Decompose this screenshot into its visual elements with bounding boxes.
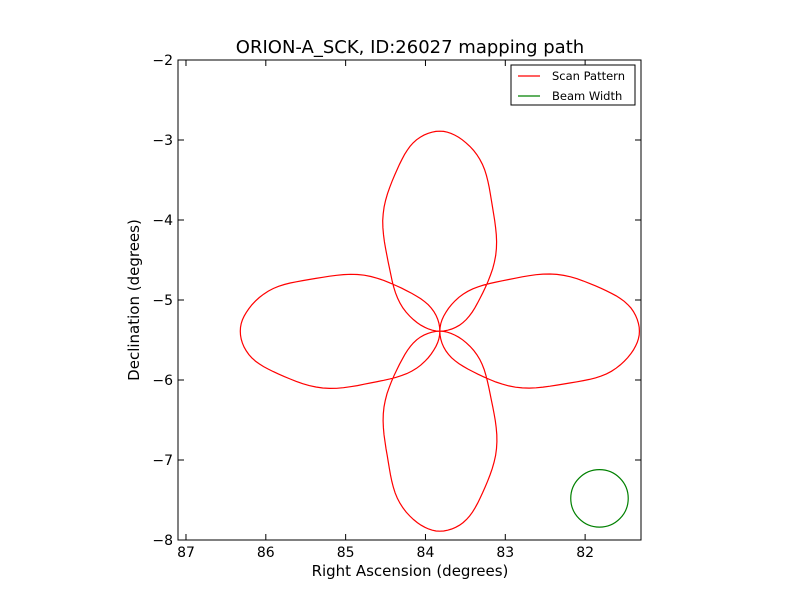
- y-tick-label: −5: [152, 293, 173, 309]
- x-tick-label: 84: [417, 545, 435, 561]
- plot-area: [177, 59, 642, 541]
- x-tick-label: 82: [576, 545, 594, 561]
- y-tick-label: −7: [152, 453, 173, 469]
- axis-ticks: [178, 59, 641, 541]
- legend-label-beam-width: Beam Width: [552, 89, 622, 103]
- scan-pattern-line: [239, 130, 641, 532]
- x-axis-label: Right Ascension (degrees): [312, 562, 509, 580]
- y-tick-label: −4: [152, 213, 173, 229]
- legend: Scan Pattern Beam Width: [510, 64, 636, 106]
- x-tick-label: 85: [337, 545, 355, 561]
- chart-title: ORION-A_SCK, ID:26027 mapping path: [236, 37, 584, 58]
- y-axis-label: Declination (degrees): [125, 219, 143, 381]
- legend-box: [510, 64, 636, 106]
- y-tick-label: −6: [152, 373, 173, 389]
- x-tick-label: 83: [496, 545, 514, 561]
- x-tick-label: 87: [177, 545, 195, 561]
- y-tick-label: −2: [152, 53, 173, 69]
- beam-width-circle: [570, 469, 629, 528]
- y-tick-labels: −8 −7 −6 −5 −4 −3 −2: [152, 53, 173, 549]
- y-tick-label: −3: [152, 133, 173, 149]
- x-tick-label: 86: [257, 545, 275, 561]
- x-tick-labels: 87 86 85 84 83 82: [177, 545, 594, 561]
- legend-label-scan-pattern: Scan Pattern: [552, 69, 625, 83]
- y-tick-label: −8: [152, 533, 173, 549]
